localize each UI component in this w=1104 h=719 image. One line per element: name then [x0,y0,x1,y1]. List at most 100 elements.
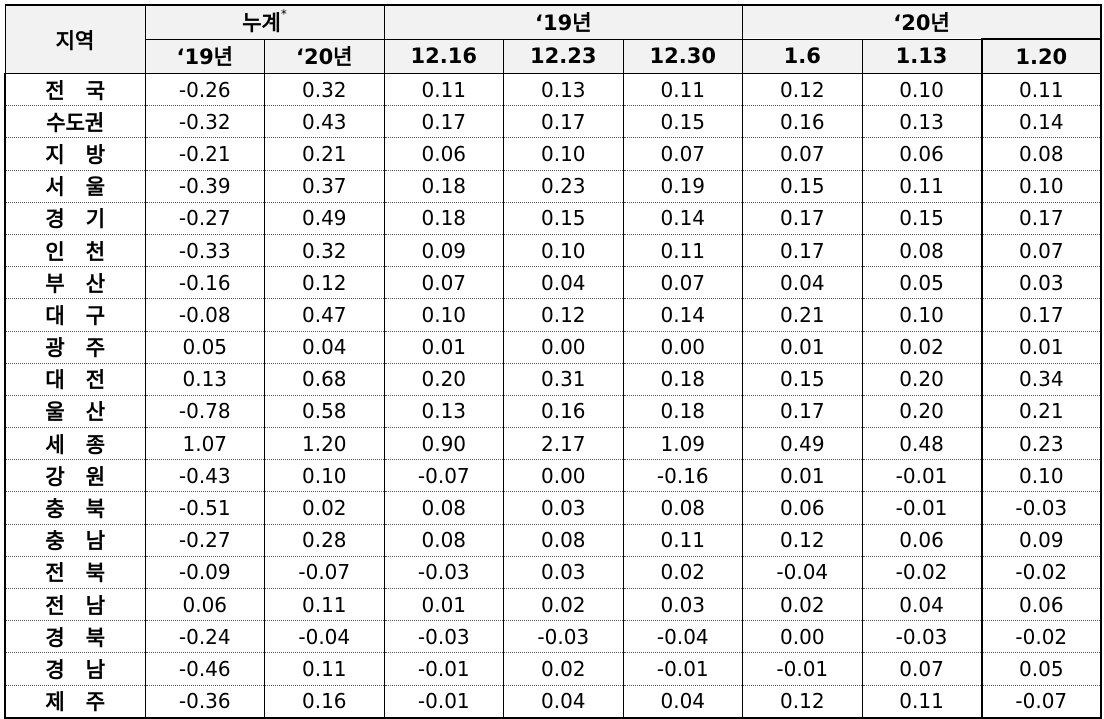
value-cell: 0.03 [503,556,624,590]
value-cell: 0.06 [980,588,1103,622]
value-cell: 0.18 [383,202,505,235]
value-cell: 0.11 [383,73,505,107]
region-column-header: 지역 [4,4,146,74]
value-cell: 0.23 [503,170,624,203]
value-cell: 0.68 [264,363,385,396]
value-cell: 0.06 [383,137,505,171]
table-row: 경 기 -0.27 0.49 0.18 0.15 0.14 0.17 0.15 0.17 [4,202,1103,235]
value-cell: 0.07 [622,266,744,300]
value-cell: 0.10 [980,170,1103,203]
value-cell: 0.20 [861,363,983,396]
group-header-cumulative: 누계* [144,4,385,40]
region-cell: 전 국 [4,73,146,107]
value-cell: -0.02 [861,556,983,590]
value-cell: -0.36 [144,685,265,719]
value-cell: 0.08 [980,137,1103,171]
value-cell: 0.08 [383,491,505,525]
table-row: 지 방 -0.21 0.21 0.06 0.10 0.07 0.07 0.06 0.08 [4,137,1103,171]
value-cell: 0.58 [264,395,385,429]
value-cell: 0.18 [622,395,744,429]
value-cell: -0.39 [144,170,265,203]
value-cell: 0.10 [264,459,385,493]
value-cell: -0.33 [144,234,265,268]
value-cell: 0.14 [980,105,1103,139]
value-cell: 0.07 [980,234,1103,268]
value-cell: 0.01 [383,331,505,364]
value-cell: -0.03 [383,620,505,654]
value-cell: 0.04 [742,266,863,300]
column-header: ‘20년 [264,38,385,74]
value-cell: -0.04 [622,620,744,654]
region-cell: 세 종 [4,427,146,461]
region-cell: 충 북 [4,491,146,525]
value-cell: 0.04 [503,266,624,300]
value-cell: 0.15 [742,170,863,203]
value-cell: 0.06 [144,588,265,622]
value-cell: 0.16 [742,105,863,139]
value-cell: 0.10 [861,298,983,332]
value-cell: 1.09 [622,427,744,461]
region-cell: 광 주 [4,331,146,364]
value-cell: 0.43 [264,105,385,139]
value-cell: 0.01 [980,331,1103,364]
value-cell: 0.34 [980,363,1103,396]
value-cell: 0.02 [503,652,624,686]
value-cell: 0.06 [861,137,983,171]
value-cell: 0.00 [742,620,863,654]
table-row: 강 원 -0.43 0.10 -0.07 0.00 -0.16 0.01 -0.01 0.10 [4,459,1103,493]
value-cell: 0.17 [980,298,1103,332]
column-header: ‘19년 [144,38,265,74]
value-cell: 0.03 [622,588,744,622]
value-cell: 0.12 [742,524,863,557]
value-cell: 0.11 [980,73,1103,107]
value-cell: -0.27 [144,202,265,235]
header-row-groups: 지역 누계* ‘19년 ‘20년 [4,4,1103,74]
region-cell: 지 방 [4,137,146,171]
region-cell: 부 산 [4,266,146,300]
value-cell: 0.08 [861,234,983,268]
table-row: 인 천 -0.33 0.32 0.09 0.10 0.11 0.17 0.08 0.07 [4,234,1103,268]
value-cell: 0.10 [861,73,983,107]
table-row: 광 주 0.05 0.04 0.01 0.00 0.00 0.01 0.02 0.01 [4,331,1103,364]
table-row: 전 국 -0.26 0.32 0.11 0.13 0.11 0.12 0.10 0.11 [4,73,1103,107]
footnote-mark: * [280,7,287,22]
value-cell: -0.46 [144,652,265,686]
value-cell: 0.17 [742,234,863,268]
value-cell: 0.19 [622,170,744,203]
value-cell: -0.02 [980,620,1103,654]
value-cell: 1.07 [144,427,265,461]
value-cell: 0.11 [264,588,385,622]
value-cell: 0.01 [742,459,863,493]
value-cell: -0.21 [144,137,265,171]
group-label: 누계 [242,11,281,36]
value-cell: 0.15 [622,105,744,139]
value-cell: 0.32 [264,73,385,107]
region-cell: 강 원 [4,459,146,493]
region-cell: 제 주 [4,685,146,719]
value-cell: -0.32 [144,105,265,139]
table-row: 서 울 -0.39 0.37 0.18 0.23 0.19 0.15 0.11 0.10 [4,170,1103,203]
value-cell: -0.24 [144,620,265,654]
value-cell: 0.02 [622,556,744,590]
value-cell: 0.11 [861,685,983,719]
column-header: 1.13 [861,38,983,74]
table-row: 전 북 -0.09 -0.07 -0.03 0.03 0.02 -0.04 -0.02 -0.0… [4,556,1103,590]
table-row: 충 북 -0.51 0.02 0.08 0.03 0.08 0.06 -0.01 -0.03 [4,491,1103,525]
value-cell: 0.15 [742,363,863,396]
value-cell: 2.17 [503,427,624,461]
value-cell: 0.28 [264,524,385,557]
value-cell: 0.13 [144,363,265,396]
value-cell: 0.23 [980,427,1103,461]
group-header-2019: ‘19년 [383,4,744,40]
region-cell: 충 남 [4,524,146,557]
value-cell: 0.10 [503,234,624,268]
value-cell: 0.08 [383,524,505,557]
value-cell: -0.07 [980,685,1103,719]
value-cell: 0.00 [622,331,744,364]
value-cell: 0.07 [622,137,744,171]
value-cell: 0.10 [980,459,1103,493]
value-cell: -0.08 [144,298,265,332]
value-cell: 0.21 [264,137,385,171]
value-cell: 0.01 [383,588,505,622]
group-header-2020: ‘20년 [742,4,1103,40]
